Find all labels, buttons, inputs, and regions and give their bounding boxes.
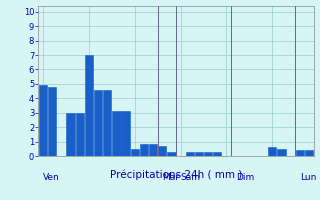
Bar <box>213 152 221 156</box>
Bar <box>149 144 157 156</box>
Bar <box>195 152 203 156</box>
Bar <box>48 87 56 156</box>
Bar <box>305 150 313 156</box>
Bar <box>167 152 176 156</box>
Text: Ven: Ven <box>43 173 60 182</box>
Bar <box>112 111 121 156</box>
X-axis label: Précipitations 24h ( mm ): Précipitations 24h ( mm ) <box>110 170 242 180</box>
Text: Lun: Lun <box>300 173 316 182</box>
Bar <box>296 150 304 156</box>
Bar <box>277 149 286 156</box>
Bar <box>85 55 93 156</box>
Text: Mar: Mar <box>162 173 179 182</box>
Bar <box>39 85 47 156</box>
Bar <box>158 146 166 156</box>
Bar <box>94 90 102 156</box>
Bar <box>186 152 194 156</box>
Bar <box>121 111 130 156</box>
Text: Dim: Dim <box>236 173 254 182</box>
Bar <box>103 90 111 156</box>
Bar <box>76 113 84 156</box>
Bar <box>204 152 212 156</box>
Bar <box>131 149 139 156</box>
Bar <box>140 144 148 156</box>
Bar <box>268 147 276 156</box>
Bar <box>66 113 75 156</box>
Text: Sam: Sam <box>180 173 201 182</box>
